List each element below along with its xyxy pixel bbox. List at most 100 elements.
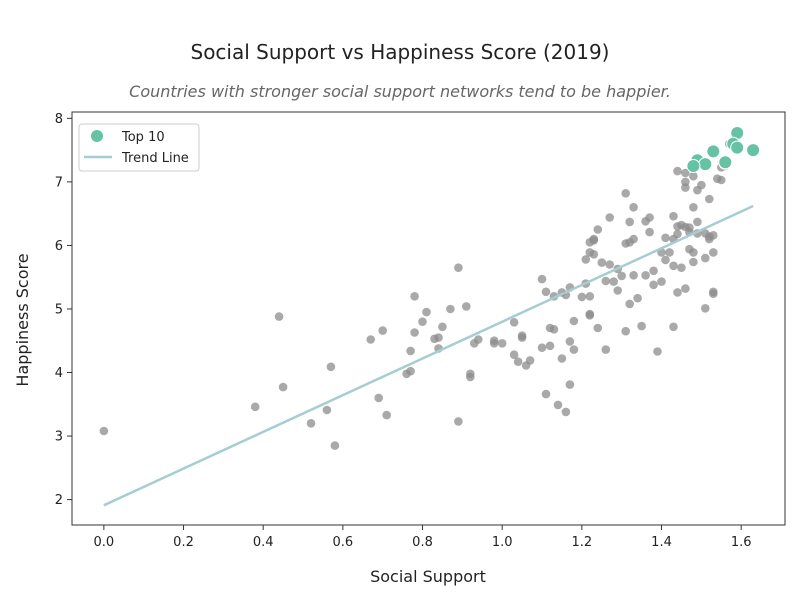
- data-point: [709, 248, 718, 257]
- y-tick-label: 4: [55, 366, 63, 381]
- data-point: [621, 189, 630, 198]
- data-point: [601, 345, 611, 354]
- data-point: [581, 255, 591, 264]
- data-point: [541, 389, 551, 399]
- data-point: [681, 284, 690, 293]
- x-axis-label: Social Support: [370, 567, 486, 586]
- legend-top10-marker: [90, 129, 104, 143]
- data-point: [681, 183, 690, 192]
- data-point: [645, 213, 654, 222]
- data-point: [657, 277, 666, 286]
- data-point: [274, 312, 284, 321]
- data-point: [525, 356, 535, 365]
- top10-point: [730, 140, 745, 155]
- top10-point: [686, 159, 701, 173]
- data-point: [462, 302, 471, 311]
- data-point: [601, 276, 611, 286]
- data-point: [677, 263, 686, 273]
- data-point: [278, 382, 288, 392]
- data-point: [410, 328, 419, 337]
- y-axis-ticks: 2 3 4 5 6 7 8: [55, 112, 72, 508]
- data-point: [541, 287, 551, 297]
- data-point: [649, 280, 658, 290]
- x-tick-label: 0.2: [173, 535, 194, 550]
- data-point: [569, 316, 579, 326]
- data-point: [689, 171, 698, 181]
- y-tick-label: 6: [55, 239, 63, 254]
- data-point: [378, 326, 388, 335]
- x-tick-label: 0.6: [333, 535, 354, 550]
- data-point: [438, 322, 447, 332]
- data-point: [577, 292, 587, 302]
- y-axis-label: Happiness Score: [13, 253, 32, 386]
- data-point: [613, 286, 622, 295]
- data-point: [549, 325, 559, 334]
- data-point: [673, 166, 682, 176]
- data-point: [673, 229, 682, 239]
- data-point: [717, 175, 726, 185]
- data-point: [509, 350, 519, 360]
- data-point: [661, 233, 670, 243]
- data-point: [705, 194, 714, 204]
- data-point: [645, 227, 654, 237]
- plot-marks: [99, 126, 761, 507]
- data-point: [689, 257, 698, 267]
- data-point: [489, 336, 499, 346]
- legend-top10-label: Top 10: [121, 130, 165, 145]
- data-point: [709, 289, 718, 299]
- top10-point: [718, 155, 733, 170]
- data-point: [545, 341, 555, 351]
- plot-frame: [71, 111, 786, 526]
- legend-trend-label: Trend Line: [121, 151, 189, 166]
- data-point: [585, 309, 595, 319]
- x-tick-label: 1.0: [492, 535, 513, 550]
- data-point: [589, 234, 599, 244]
- x-tick-label: 0.8: [412, 535, 433, 550]
- data-point: [629, 271, 638, 280]
- data-point: [681, 168, 690, 178]
- data-point: [250, 402, 260, 412]
- data-point: [593, 323, 603, 333]
- data-point: [474, 335, 483, 344]
- data-point: [366, 335, 376, 344]
- data-point: [517, 333, 527, 342]
- data-point: [673, 288, 682, 297]
- data-point: [637, 321, 646, 331]
- data-point: [434, 333, 443, 342]
- legend-frame: [78, 123, 200, 172]
- data-point: [641, 271, 650, 280]
- y-tick-label: 2: [55, 493, 63, 508]
- data-point: [565, 337, 575, 346]
- data-point: [689, 203, 698, 212]
- x-tick-label: 1.6: [731, 535, 752, 550]
- top10-point: [706, 144, 721, 159]
- data-point: [597, 258, 607, 267]
- data-point: [537, 274, 547, 284]
- data-point: [322, 405, 332, 415]
- data-point: [382, 410, 392, 420]
- chart-title: Social Support vs Happiness Score (2019): [190, 40, 610, 64]
- x-tick-label: 0.0: [94, 535, 115, 550]
- top10-point: [698, 157, 713, 172]
- data-point: [605, 260, 614, 269]
- data-point: [621, 326, 630, 336]
- data-point: [625, 217, 634, 227]
- chart-subtitle: Countries with stronger social support n…: [129, 82, 671, 101]
- data-point: [553, 400, 563, 410]
- y-tick-label: 5: [55, 302, 63, 317]
- data-point: [406, 346, 415, 356]
- data-point: [374, 393, 384, 403]
- data-point: [629, 203, 638, 212]
- data-point: [701, 253, 710, 263]
- data-point: [454, 263, 463, 273]
- data-point: [406, 366, 415, 376]
- data-point: [649, 266, 658, 276]
- y-tick-label: 8: [55, 112, 63, 127]
- data-point: [418, 317, 427, 327]
- y-tick-label: 3: [55, 430, 63, 445]
- x-tick-label: 1.2: [572, 535, 593, 550]
- data-point: [709, 231, 718, 240]
- data-point: [585, 292, 595, 301]
- data-point: [693, 217, 702, 227]
- trend-line: [103, 204, 754, 507]
